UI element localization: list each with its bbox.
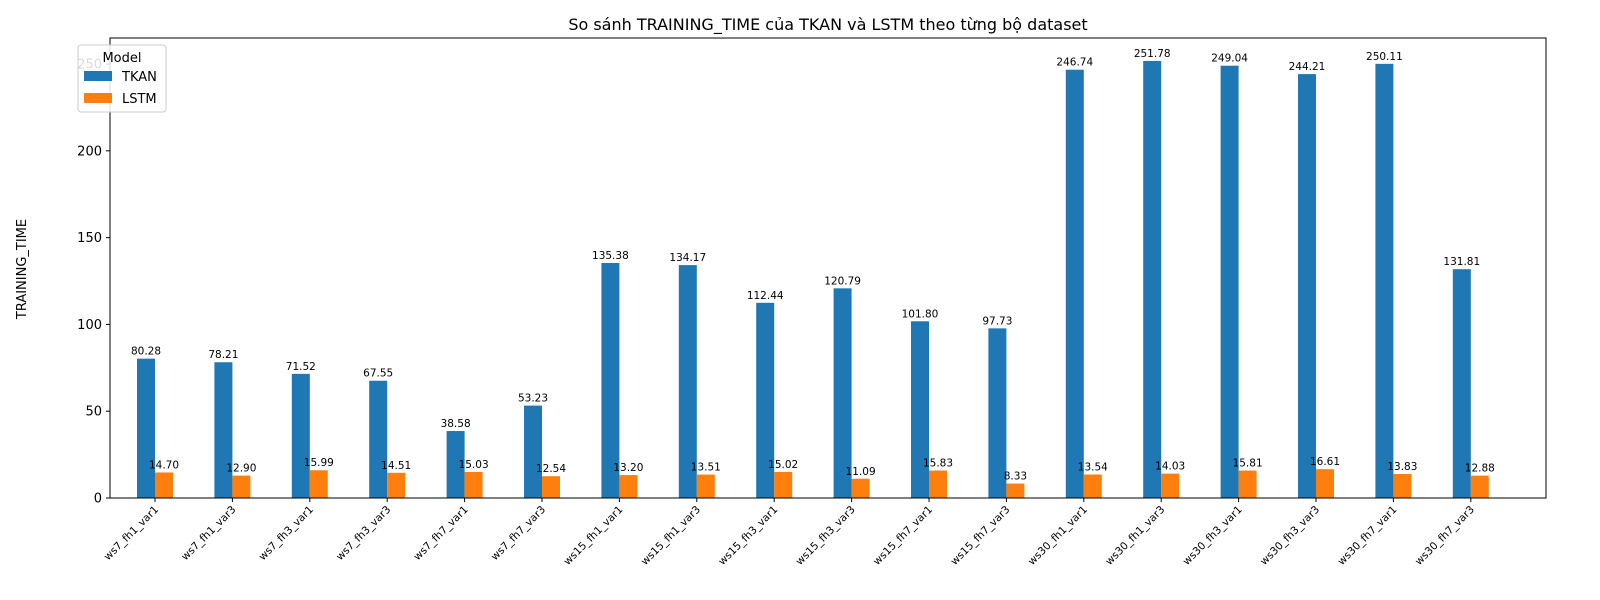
bar-lstm-ws7_fh7_var3 — [542, 476, 560, 498]
bar-tkan-ws7_fh7_var1 — [446, 431, 465, 498]
bar-label-lstm-ws30_fh7_var1: 13.83 — [1387, 461, 1417, 473]
bar-tkan-ws15_fh3_var1 — [756, 302, 775, 498]
bar-tkan-ws7_fh7_var3 — [524, 405, 542, 498]
legend-title: Model — [102, 51, 141, 66]
bar-label-tkan-ws15_fh3_var3: 120.79 — [824, 275, 861, 287]
bar-lstm-ws15_fh7_var1 — [929, 470, 947, 498]
bar-labels-layer: 80.28 78.21 71.52 67.55 38.58 53.23 135.38 134.… — [131, 48, 1495, 483]
bar-label-lstm-ws30_fh3_var1: 15.81 — [1233, 458, 1263, 470]
bar-tkan-ws15_fh1_var1 — [601, 263, 620, 498]
bar-label-lstm-ws30_fh7_var3: 12.88 — [1465, 463, 1495, 475]
y-tick-label: 100 — [77, 318, 102, 333]
chart-title: So sánh TRAINING_TIME của TKAN và LSTM t… — [568, 15, 1087, 35]
bar-tkan-ws30_fh1_var1 — [1065, 69, 1084, 498]
bar-label-tkan-ws7_fh3_var1: 71.52 — [286, 361, 316, 373]
bar-tkan-ws15_fh1_var3 — [678, 265, 697, 498]
bar-lstm-ws30_fh7_var3 — [1470, 475, 1489, 498]
bar-label-tkan-ws30_fh3_var1: 249.04 — [1211, 53, 1248, 65]
bar-label-lstm-ws7_fh7_var3: 12.54 — [536, 463, 566, 475]
bar-tkan-ws7_fh1_var1 — [137, 358, 155, 498]
bar-tkan-ws30_fh7_var3 — [1452, 269, 1471, 498]
bar-label-tkan-ws7_fh7_var1: 38.58 — [441, 418, 471, 430]
y-axis-label: TRAINING_TIME — [15, 219, 30, 320]
bar-label-lstm-ws7_fh7_var1: 15.03 — [459, 459, 489, 471]
bar-tkan-ws7_fh1_var3 — [214, 362, 233, 498]
bar-tkan-ws30_fh3_var3 — [1298, 74, 1316, 498]
bar-lstm-ws30_fh3_var3 — [1316, 469, 1334, 498]
bars-layer — [137, 60, 1489, 498]
bar-label-tkan-ws30_fh1_var3: 251.78 — [1134, 48, 1171, 60]
legend-label-tkan: TKAN — [121, 70, 157, 85]
bar-lstm-ws7_fh7_var1 — [464, 471, 483, 498]
bar-lstm-ws15_fh3_var3 — [851, 478, 870, 498]
bar-label-lstm-ws30_fh1_var3: 14.03 — [1155, 461, 1185, 473]
bar-label-tkan-ws7_fh7_var3: 53.23 — [518, 393, 548, 405]
bar-label-tkan-ws15_fh1_var3: 134.17 — [669, 252, 706, 264]
bar-label-lstm-ws15_fh1_var1: 13.20 — [613, 462, 643, 474]
bar-label-lstm-ws15_fh3_var3: 11.09 — [846, 466, 876, 478]
bar-label-tkan-ws7_fh3_var3: 67.55 — [363, 368, 393, 380]
bar-lstm-ws15_fh1_var1 — [619, 475, 638, 498]
bar-lstm-ws15_fh7_var3 — [1006, 483, 1025, 498]
legend-swatch-lstm — [84, 93, 112, 103]
plot-frame — [109, 37, 1547, 499]
bar-tkan-ws7_fh3_var3 — [369, 380, 388, 498]
bar-label-lstm-ws15_fh1_var3: 13.51 — [691, 462, 721, 474]
bar-label-tkan-ws30_fh7_var3: 131.81 — [1443, 256, 1480, 268]
bar-lstm-ws30_fh7_var1 — [1393, 473, 1412, 498]
bar-label-tkan-ws15_fh7_var3: 97.73 — [982, 315, 1012, 327]
bar-label-tkan-ws30_fh3_var3: 244.21 — [1289, 61, 1326, 73]
bar-label-lstm-ws7_fh3_var1: 15.99 — [304, 457, 334, 469]
bar-label-tkan-ws30_fh1_var1: 246.74 — [1056, 57, 1093, 69]
y-tick-label: 0 — [94, 492, 102, 507]
y-tick-label: 200 — [77, 144, 102, 159]
bar-lstm-ws15_fh3_var1 — [774, 471, 793, 498]
bar-label-lstm-ws30_fh1_var1: 13.54 — [1078, 462, 1108, 474]
bar-lstm-ws30_fh1_var3 — [1161, 473, 1180, 498]
bar-tkan-ws15_fh7_var3 — [988, 328, 1007, 498]
y-tick-label: 150 — [77, 231, 102, 246]
bar-label-lstm-ws7_fh1_var3: 12.90 — [226, 463, 256, 475]
bar-lstm-ws7_fh1_var3 — [232, 475, 251, 498]
bar-lstm-ws30_fh3_var1 — [1238, 470, 1257, 498]
bar-label-tkan-ws7_fh1_var3: 78.21 — [208, 349, 238, 361]
bar-lstm-ws15_fh1_var3 — [696, 474, 715, 498]
bar-lstm-ws7_fh1_var1 — [155, 472, 173, 498]
bar-tkan-ws15_fh3_var3 — [833, 288, 852, 498]
bar-label-lstm-ws7_fh3_var3: 14.51 — [381, 460, 411, 472]
bar-label-tkan-ws15_fh7_var1: 101.80 — [902, 308, 939, 320]
bar-lstm-ws7_fh3_var3 — [387, 472, 406, 498]
bar-label-tkan-ws15_fh1_var1: 135.38 — [592, 250, 629, 262]
bar-label-tkan-ws7_fh1_var1: 80.28 — [131, 346, 161, 358]
legend-label-lstm: LSTM — [122, 92, 157, 107]
legend-swatch-tkan — [84, 71, 112, 81]
legend: Model TKAN LSTM — [77, 44, 167, 113]
bar-label-tkan-ws15_fh3_var1: 112.44 — [747, 290, 784, 302]
bar-tkan-ws30_fh7_var1 — [1375, 63, 1394, 498]
bar-tkan-ws30_fh1_var3 — [1143, 60, 1162, 498]
bar-label-lstm-ws7_fh1_var1: 14.70 — [149, 459, 179, 471]
bar-tkan-ws30_fh3_var1 — [1220, 65, 1239, 498]
bar-lstm-ws7_fh3_var1 — [309, 470, 328, 498]
bar-label-tkan-ws30_fh7_var1: 250.11 — [1366, 51, 1403, 63]
bar-label-lstm-ws30_fh3_var3: 16.61 — [1310, 456, 1340, 468]
bar-tkan-ws7_fh3_var1 — [291, 373, 310, 498]
bar-lstm-ws30_fh1_var1 — [1083, 474, 1102, 498]
bar-label-lstm-ws15_fh7_var3: 8.33 — [1004, 471, 1027, 483]
bar-tkan-ws15_fh7_var1 — [911, 321, 929, 498]
bar-label-lstm-ws15_fh7_var1: 15.83 — [923, 458, 953, 470]
bar-label-lstm-ws15_fh3_var1: 15.02 — [768, 459, 798, 471]
y-tick-label: 50 — [85, 405, 102, 420]
